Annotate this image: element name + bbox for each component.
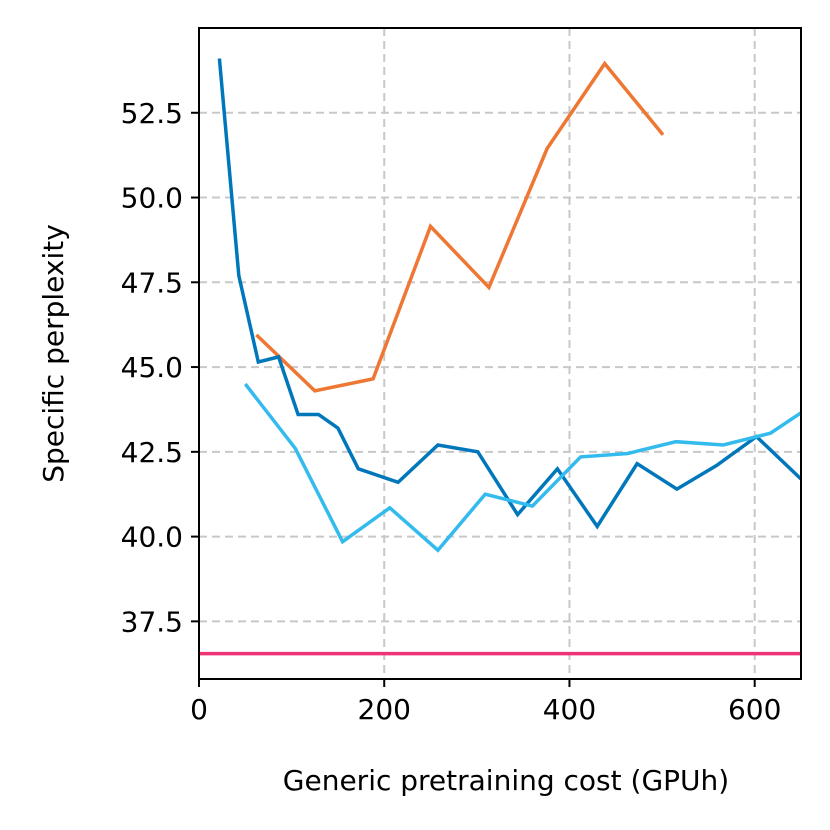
x-tick-label: 0 <box>190 693 208 726</box>
y-tick-label: 37.5 <box>121 605 183 638</box>
y-tick-label: 47.5 <box>121 266 183 299</box>
y-axis-label: Specific perplexity <box>37 224 70 483</box>
y-tick-label: 45.0 <box>121 351 183 384</box>
x-tick-label: 200 <box>358 693 411 726</box>
x-tick-label: 600 <box>728 693 781 726</box>
series-line-orange <box>255 60 665 393</box>
x-tick-label: 400 <box>543 693 596 726</box>
y-tick-label: 50.0 <box>121 182 183 215</box>
x-axis-label: Generic pretraining cost (GPUh) <box>283 764 729 797</box>
y-tick-label: 40.0 <box>121 521 183 554</box>
series-layer <box>199 58 801 656</box>
series-line-light_blue <box>243 382 801 553</box>
axis-ticks: 0 200 400 600 37.5 40.0 42.5 45.0 47.5 50.0 52.5 <box>121 97 782 726</box>
grid <box>199 28 801 679</box>
plot-frame <box>198 27 802 680</box>
y-tick-label: 52.5 <box>121 97 183 130</box>
y-tick-label: 42.5 <box>121 436 183 469</box>
series-line-dark_blue <box>217 58 801 530</box>
